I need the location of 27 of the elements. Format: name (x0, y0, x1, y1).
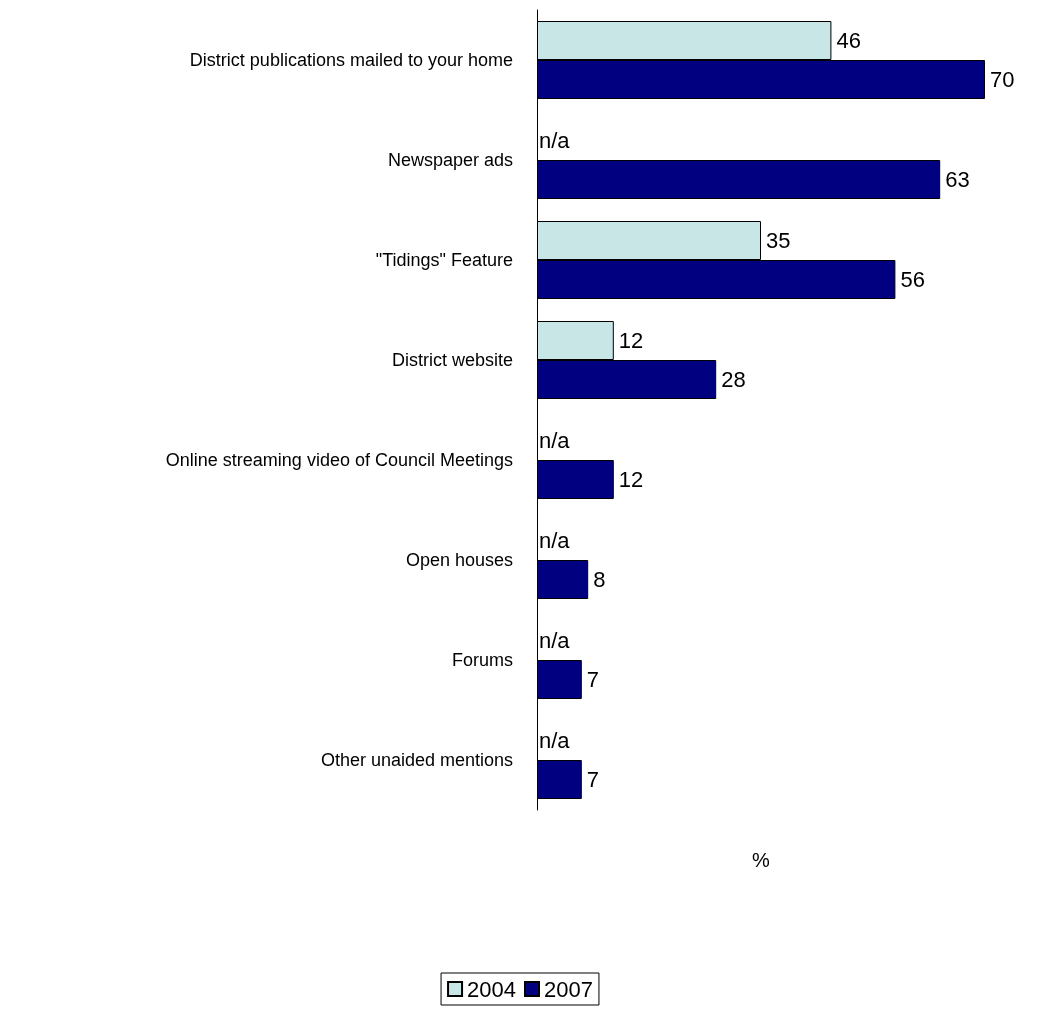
data-label: 46 (836, 28, 861, 53)
y-tick-label: Forums (451, 650, 513, 670)
y-tick-label: Online streaming video of Council Meetings (165, 450, 513, 470)
x-axis-title: % (752, 849, 771, 871)
data-label: 7 (586, 667, 600, 692)
data-label: 7 (586, 767, 600, 792)
text: n/a (539, 128, 570, 153)
text: n/a (539, 528, 570, 553)
y-tick-label: District publications mailed to your home (189, 50, 513, 70)
y-tick-label: District website (391, 350, 513, 370)
y-tick-label: Open houses (405, 550, 513, 570)
data-label: 63 (945, 167, 970, 192)
data-label: 8 (593, 567, 606, 592)
text: n/a (539, 728, 570, 753)
data-label: 35 (766, 228, 791, 253)
legend-label: 2004 (467, 976, 517, 1002)
data-label: 12 (618, 467, 644, 492)
text: n/a (539, 628, 570, 653)
y-tick-label: Other unaided mentions (320, 750, 513, 770)
y-tick-label: "Tidings" Feature (375, 250, 513, 270)
data-label: 56 (900, 267, 925, 292)
text: n/a (539, 428, 570, 453)
data-label: 28 (721, 367, 746, 392)
data-label: 12 (618, 328, 644, 353)
data-label: 70 (990, 67, 1015, 92)
y-tick-label: Newspaper ads (387, 150, 513, 170)
legend-label: 2007 (544, 976, 593, 1002)
